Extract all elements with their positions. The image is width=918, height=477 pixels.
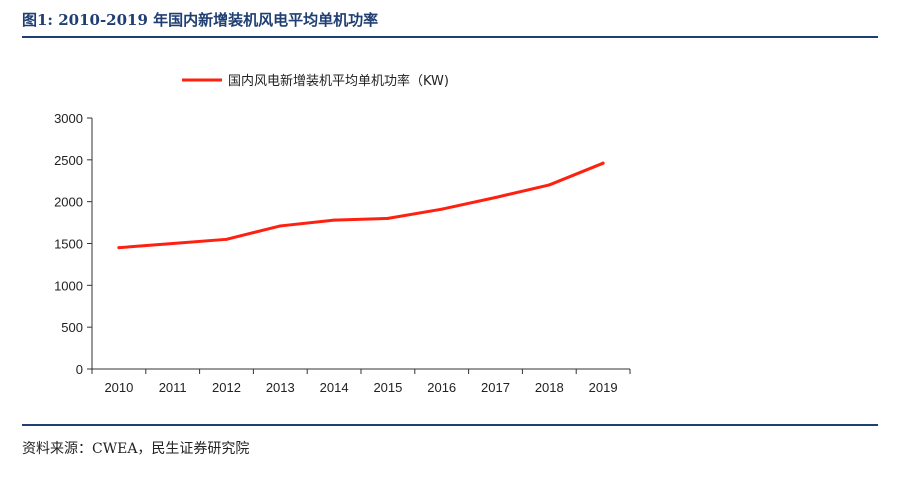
source-note: 资料来源：CWEA，民生证券研究院 xyxy=(22,441,250,457)
y-tick-label: 0 xyxy=(76,362,83,377)
x-tick-label: 2019 xyxy=(589,380,618,395)
data-point xyxy=(601,161,605,165)
x-axis-ticks: 2010 2011 2012 2013 2014 2015 2016 2017 2018 2019 xyxy=(91,369,631,395)
y-tick-label: 2000 xyxy=(54,195,83,210)
data-point xyxy=(386,216,390,220)
y-tick-label: 1500 xyxy=(54,237,83,252)
x-tick-label: 2015 xyxy=(373,380,402,395)
y-tick-label: 2500 xyxy=(54,153,83,168)
figure-title: 图1: 2010-2019 年国内新增装机风电平均单机功率 xyxy=(22,11,379,29)
y-tick-label: 1000 xyxy=(54,278,83,293)
x-tick-label: 2010 xyxy=(104,380,133,395)
x-tick-label: 2016 xyxy=(427,380,456,395)
title-divider xyxy=(22,36,878,38)
x-tick-label: 2011 xyxy=(159,380,187,395)
x-tick-label: 2013 xyxy=(266,380,295,395)
data-point xyxy=(332,218,336,222)
x-tick-label: 2018 xyxy=(535,380,564,395)
data-point xyxy=(225,237,228,241)
data-point xyxy=(171,242,175,245)
y-tick-label: 3000 xyxy=(54,111,83,126)
y-axis-ticks: 0 500 1000 1500 2000 2500 3000 xyxy=(54,111,92,377)
series-line xyxy=(117,161,605,250)
x-tick-label: 2017 xyxy=(481,380,510,395)
x-tick-label: 2014 xyxy=(320,380,349,395)
data-point xyxy=(440,207,444,211)
data-point xyxy=(278,224,282,228)
data-point xyxy=(117,246,121,250)
chart-legend: 国内风电新增装机平均单机功率（KW) xyxy=(182,73,449,89)
data-point xyxy=(547,183,551,187)
data-point xyxy=(494,195,497,199)
series-points xyxy=(117,161,605,250)
legend-label: 国内风电新增装机平均单机功率（KW) xyxy=(228,73,449,89)
x-tick-label: 2012 xyxy=(212,380,241,395)
y-tick-label: 500 xyxy=(61,320,83,335)
source-divider xyxy=(22,424,878,426)
